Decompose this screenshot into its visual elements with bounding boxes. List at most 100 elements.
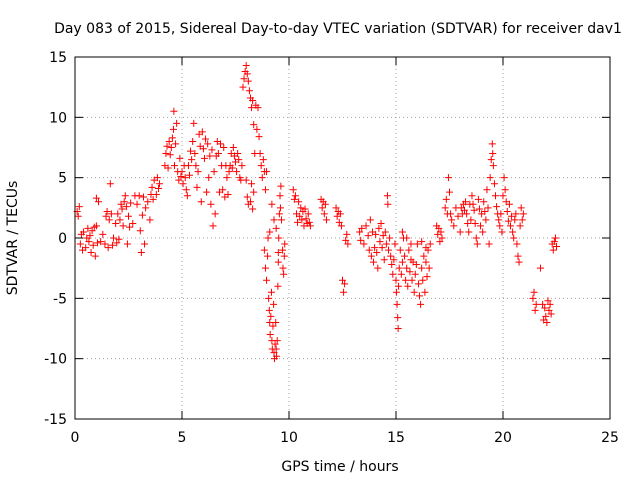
data-point — [101, 240, 109, 248]
data-point — [437, 228, 445, 236]
data-point — [550, 238, 558, 246]
data-point — [270, 300, 278, 308]
data-point — [75, 203, 83, 211]
data-point — [129, 220, 137, 228]
data-point — [92, 194, 100, 202]
data-point — [390, 256, 398, 264]
data-point — [341, 280, 349, 288]
data-point — [536, 264, 544, 272]
data-point — [246, 198, 254, 206]
data-point — [266, 331, 274, 339]
data-point — [397, 270, 405, 278]
grid-lines — [75, 57, 610, 419]
data-point — [269, 322, 277, 330]
data-point — [302, 215, 310, 223]
data-point — [200, 154, 208, 162]
data-point — [138, 211, 146, 219]
data-point — [362, 222, 370, 230]
x-tick-label: 0 — [71, 430, 80, 446]
data-point — [187, 147, 195, 155]
data-point — [144, 198, 152, 206]
data-point — [339, 276, 346, 284]
data-point — [223, 174, 231, 182]
data-point — [318, 204, 326, 212]
data-point — [114, 210, 122, 218]
data-point — [162, 150, 170, 158]
data-point — [267, 312, 275, 320]
data-point — [489, 162, 497, 170]
data-point — [377, 220, 385, 228]
data-point — [207, 200, 215, 208]
data-point — [456, 228, 464, 236]
data-point — [271, 340, 279, 348]
data-point — [403, 234, 411, 242]
data-point — [113, 239, 121, 247]
data-point — [204, 140, 212, 148]
data-point — [447, 210, 455, 218]
data-point — [495, 216, 503, 224]
data-point — [421, 288, 429, 296]
data-point — [84, 224, 92, 232]
data-point — [176, 154, 184, 162]
data-point — [485, 240, 493, 248]
data-point — [280, 252, 288, 260]
data-point — [305, 218, 313, 226]
data-point — [280, 270, 288, 278]
data-point — [450, 222, 458, 230]
data-point — [137, 248, 145, 256]
data-point — [254, 104, 262, 112]
data-point — [273, 337, 281, 345]
data-point — [373, 248, 381, 256]
data-point — [242, 61, 250, 69]
data-point — [146, 216, 154, 224]
data-point — [125, 212, 132, 220]
data-point — [401, 252, 409, 260]
data-point — [402, 276, 410, 284]
data-point — [249, 96, 257, 104]
data-point — [266, 228, 274, 236]
data-point — [321, 200, 329, 208]
data-point — [275, 234, 283, 242]
data-point — [425, 264, 433, 272]
data-point — [470, 206, 478, 214]
data-point — [510, 234, 518, 242]
data-point — [549, 246, 557, 254]
data-point — [206, 152, 214, 160]
data-point — [298, 216, 306, 224]
data-point — [291, 192, 299, 200]
data-point — [372, 230, 380, 238]
data-point — [360, 240, 368, 248]
data-point — [356, 228, 364, 236]
data-point — [233, 168, 241, 176]
data-point — [202, 135, 210, 143]
data-point — [420, 252, 428, 260]
data-point — [446, 188, 453, 196]
data-point — [255, 133, 263, 141]
data-point — [102, 212, 110, 220]
data-point — [322, 216, 330, 224]
data-point — [172, 140, 180, 148]
data-point — [270, 216, 278, 224]
data-point — [364, 232, 372, 240]
data-point — [112, 220, 120, 228]
data-point — [189, 137, 197, 145]
data-point — [86, 232, 94, 240]
data-point — [273, 352, 281, 360]
data-point — [493, 203, 501, 211]
data-point — [474, 195, 482, 203]
data-point — [410, 288, 418, 296]
data-point — [479, 228, 487, 236]
y-tick-label: 15 — [49, 50, 67, 66]
data-point — [398, 258, 406, 266]
data-point — [529, 294, 537, 302]
data-point — [382, 240, 390, 248]
data-point — [475, 205, 483, 213]
data-point — [276, 192, 284, 200]
data-point — [170, 107, 178, 115]
data-point — [296, 212, 304, 220]
data-point — [272, 318, 280, 326]
data-point — [228, 164, 236, 172]
data-point — [264, 234, 272, 242]
data-point — [97, 238, 105, 246]
